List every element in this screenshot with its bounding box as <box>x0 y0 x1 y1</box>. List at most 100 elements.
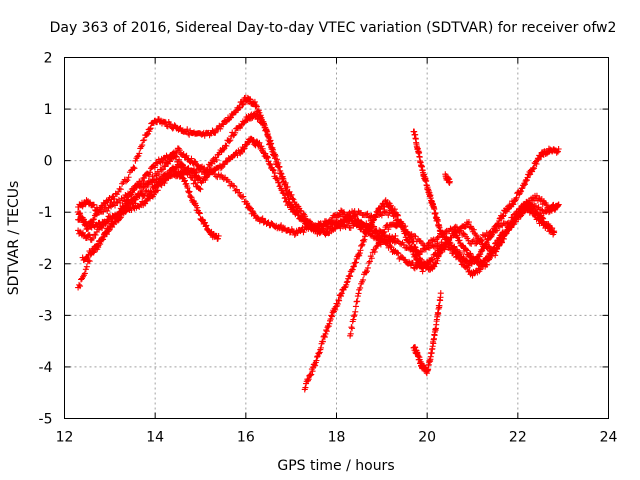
data-point <box>146 172 153 179</box>
data-point <box>307 372 314 379</box>
data-point <box>77 228 84 235</box>
data-point <box>352 218 359 225</box>
data-point <box>360 237 367 244</box>
data-point <box>297 228 304 235</box>
data-point <box>348 324 355 331</box>
data-point <box>282 179 289 186</box>
data-point <box>271 152 278 159</box>
data-point <box>412 244 419 251</box>
data-point <box>388 244 395 251</box>
data-point <box>470 226 477 233</box>
data-point <box>326 320 333 327</box>
data-point <box>437 250 444 257</box>
y-tick-label: 2 <box>44 51 53 67</box>
data-point <box>420 242 427 249</box>
data-point <box>415 250 422 257</box>
data-point <box>264 131 271 138</box>
data-point <box>314 353 321 360</box>
data-point <box>444 236 451 243</box>
data-point <box>472 231 479 238</box>
data-point <box>378 232 385 239</box>
data-point <box>256 139 263 146</box>
data-point <box>285 198 292 205</box>
data-point <box>130 187 137 194</box>
data-point <box>173 153 180 160</box>
data-point <box>194 204 201 211</box>
data-point <box>347 330 354 337</box>
y-tick-label: -2 <box>39 257 53 273</box>
data-point <box>302 384 309 391</box>
data-point <box>290 204 297 211</box>
data-point <box>159 158 166 165</box>
data-point <box>332 225 339 232</box>
data-point <box>346 272 353 279</box>
data-point <box>277 170 284 177</box>
data-point <box>249 114 256 121</box>
data-point <box>338 290 345 297</box>
data-point <box>112 202 119 209</box>
data-point <box>363 211 370 218</box>
data-point <box>309 368 316 375</box>
data-point <box>279 175 286 182</box>
data-point <box>349 266 356 273</box>
data-point <box>554 202 561 209</box>
data-point <box>391 206 398 213</box>
data-point <box>529 205 536 212</box>
data-point <box>268 146 275 153</box>
data-point <box>317 344 324 351</box>
data-point <box>521 181 528 188</box>
y-axis-label: SDTVAR / TECUs <box>6 181 22 296</box>
data-point <box>447 225 454 232</box>
data-point <box>412 252 419 259</box>
data-point <box>226 138 233 145</box>
data-point <box>334 300 341 307</box>
data-point <box>201 164 208 171</box>
x-tick-label: 20 <box>418 430 436 446</box>
data-point <box>357 247 364 254</box>
data-point <box>345 222 352 229</box>
data-point <box>179 174 186 181</box>
data-point <box>274 176 281 183</box>
data-point <box>335 297 342 304</box>
data-point <box>223 118 230 125</box>
data-point <box>355 251 362 258</box>
data-point <box>460 230 467 237</box>
data-point <box>81 270 88 277</box>
data-point <box>308 371 315 378</box>
data-point <box>77 210 84 217</box>
data-point <box>516 191 523 198</box>
data-point <box>361 233 368 240</box>
data-point <box>431 243 438 250</box>
data-point <box>89 235 96 242</box>
data-point <box>504 206 511 213</box>
data-point <box>245 139 252 146</box>
data-point <box>223 158 230 165</box>
data-point <box>350 263 357 270</box>
data-point <box>140 192 147 199</box>
y-tick-label: -5 <box>39 412 53 428</box>
data-point <box>358 242 365 249</box>
data-point <box>259 145 266 152</box>
data-point <box>435 253 442 260</box>
data-point <box>337 291 344 298</box>
data-point <box>380 229 387 236</box>
data-point <box>250 136 257 143</box>
data-point <box>400 241 407 248</box>
data-point <box>149 173 156 180</box>
data-point <box>356 250 363 257</box>
data-point <box>183 152 190 159</box>
data-point <box>358 224 365 231</box>
data-point <box>319 338 326 345</box>
data-point <box>86 232 93 239</box>
data-point <box>154 187 161 194</box>
series-sat-f <box>75 150 204 231</box>
data-point <box>124 177 131 184</box>
data-point <box>521 207 528 214</box>
data-point <box>350 263 357 270</box>
data-point <box>359 223 366 230</box>
data-point <box>363 268 370 275</box>
data-point <box>146 169 153 176</box>
data-point <box>203 222 210 229</box>
data-point <box>90 216 97 223</box>
data-point <box>150 191 157 198</box>
